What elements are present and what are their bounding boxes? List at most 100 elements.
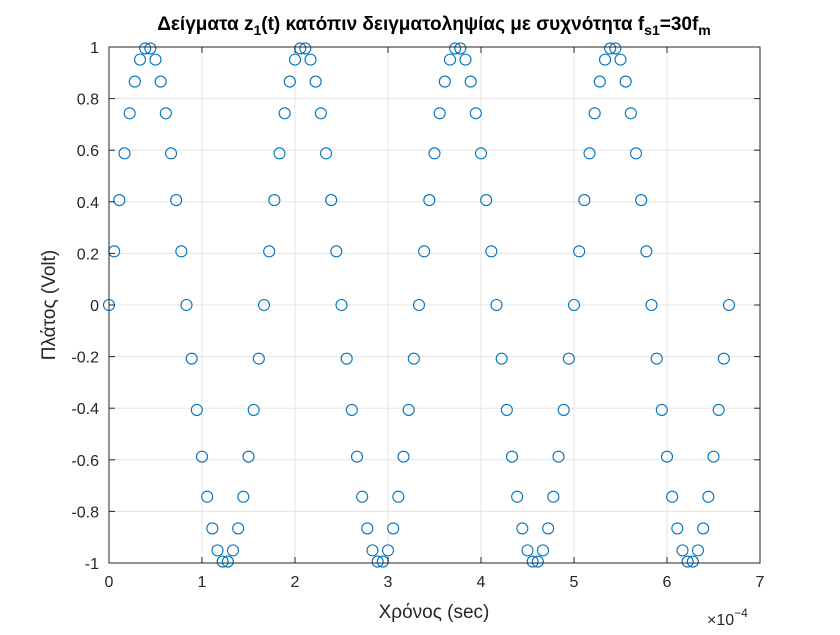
data-point — [392, 490, 405, 503]
data-point — [443, 53, 457, 66]
data-point — [567, 298, 581, 312]
data-point — [598, 53, 612, 66]
data-point — [469, 107, 482, 120]
y-tick-label: -0.6 — [71, 453, 99, 470]
data-point — [655, 403, 668, 416]
axis-ticks — [108, 46, 761, 564]
y-tick-label: 0.2 — [77, 246, 99, 263]
data-point — [717, 352, 730, 365]
data-point — [164, 147, 178, 160]
data-point — [707, 450, 720, 463]
y-tick-label: -0.2 — [71, 350, 99, 367]
x-tick-label: 3 — [384, 574, 393, 591]
x-tick-label: 6 — [663, 574, 672, 591]
data-point — [113, 194, 126, 207]
data-point — [521, 544, 534, 557]
data-point — [190, 403, 203, 416]
data-point — [366, 544, 379, 557]
data-point — [221, 555, 234, 568]
data-point — [449, 42, 462, 55]
data-point — [144, 42, 157, 55]
data-point — [666, 490, 679, 503]
y-tick-label: -0.8 — [71, 504, 99, 521]
x-tick-label: 0 — [105, 574, 114, 591]
data-point — [697, 522, 710, 535]
data-point — [402, 403, 415, 416]
data-point — [542, 522, 555, 535]
data-point — [304, 53, 317, 66]
data-point — [511, 490, 524, 503]
data-point — [263, 245, 276, 258]
y-tick-label: 0.4 — [77, 195, 99, 212]
data-point — [671, 522, 684, 535]
data-point — [660, 450, 674, 463]
data-point — [500, 403, 513, 416]
data-point — [345, 403, 358, 416]
data-point — [516, 522, 529, 535]
data-point — [350, 450, 364, 463]
x-tick-labels: 0 1 2 3 4 5 6 7 — [105, 574, 765, 591]
data-point — [531, 555, 544, 568]
x-axis-exponent: ×10−4 — [707, 606, 748, 629]
data-point — [645, 298, 658, 312]
data-point — [547, 490, 560, 503]
data-point — [283, 75, 296, 88]
data-point — [583, 147, 596, 160]
data-point — [490, 298, 503, 312]
y-tick-label: 0.8 — [77, 92, 99, 109]
data-point — [407, 352, 420, 365]
data-point — [691, 544, 705, 557]
data-point — [201, 490, 214, 503]
data-point — [149, 53, 162, 66]
data-point — [578, 194, 591, 207]
data-point — [619, 75, 632, 88]
data-point — [268, 194, 281, 207]
data-point — [139, 42, 152, 55]
data-point — [459, 53, 472, 66]
data-point — [170, 194, 183, 207]
data-point — [428, 147, 441, 160]
data-point — [242, 450, 255, 463]
data-point — [629, 147, 643, 160]
data-point — [356, 490, 369, 503]
data-point — [128, 75, 141, 88]
data-point — [485, 245, 498, 258]
x-tick-label: 5 — [570, 574, 579, 591]
data-point — [423, 194, 436, 207]
y-tick-label: 0.6 — [77, 143, 99, 160]
data-point — [614, 53, 627, 66]
data-point — [206, 522, 219, 535]
data-point — [252, 352, 265, 365]
data-point — [299, 42, 312, 55]
x-tick-label: 2 — [291, 574, 300, 591]
data-point — [154, 75, 167, 88]
data-point — [573, 245, 586, 258]
data-point — [216, 555, 229, 568]
data-point — [702, 490, 715, 503]
data-point — [604, 42, 617, 55]
data-point — [278, 107, 291, 120]
data-point — [397, 450, 410, 463]
data-point — [257, 298, 271, 312]
data-point — [118, 147, 131, 160]
x-tick-label: 7 — [756, 574, 765, 591]
data-point — [180, 298, 193, 312]
x-tick-label: 4 — [477, 574, 486, 591]
data-point — [361, 522, 374, 535]
chart-title: Δείγματα z1(t) κατόπιν δειγματοληψίας με… — [157, 14, 711, 38]
data-point — [438, 75, 451, 88]
data-point — [309, 75, 322, 88]
data-point — [640, 245, 653, 258]
data-point — [232, 522, 245, 535]
data-point — [635, 194, 648, 207]
data-point — [175, 245, 188, 258]
y-tick-label: 1 — [90, 40, 99, 57]
data-point — [325, 194, 338, 207]
data-point — [247, 403, 260, 416]
data-point — [314, 107, 327, 120]
data-point — [624, 107, 637, 120]
data-point — [474, 147, 488, 160]
data-point — [609, 42, 622, 55]
x-axis-label: Χρόνος (sec) — [379, 602, 490, 623]
